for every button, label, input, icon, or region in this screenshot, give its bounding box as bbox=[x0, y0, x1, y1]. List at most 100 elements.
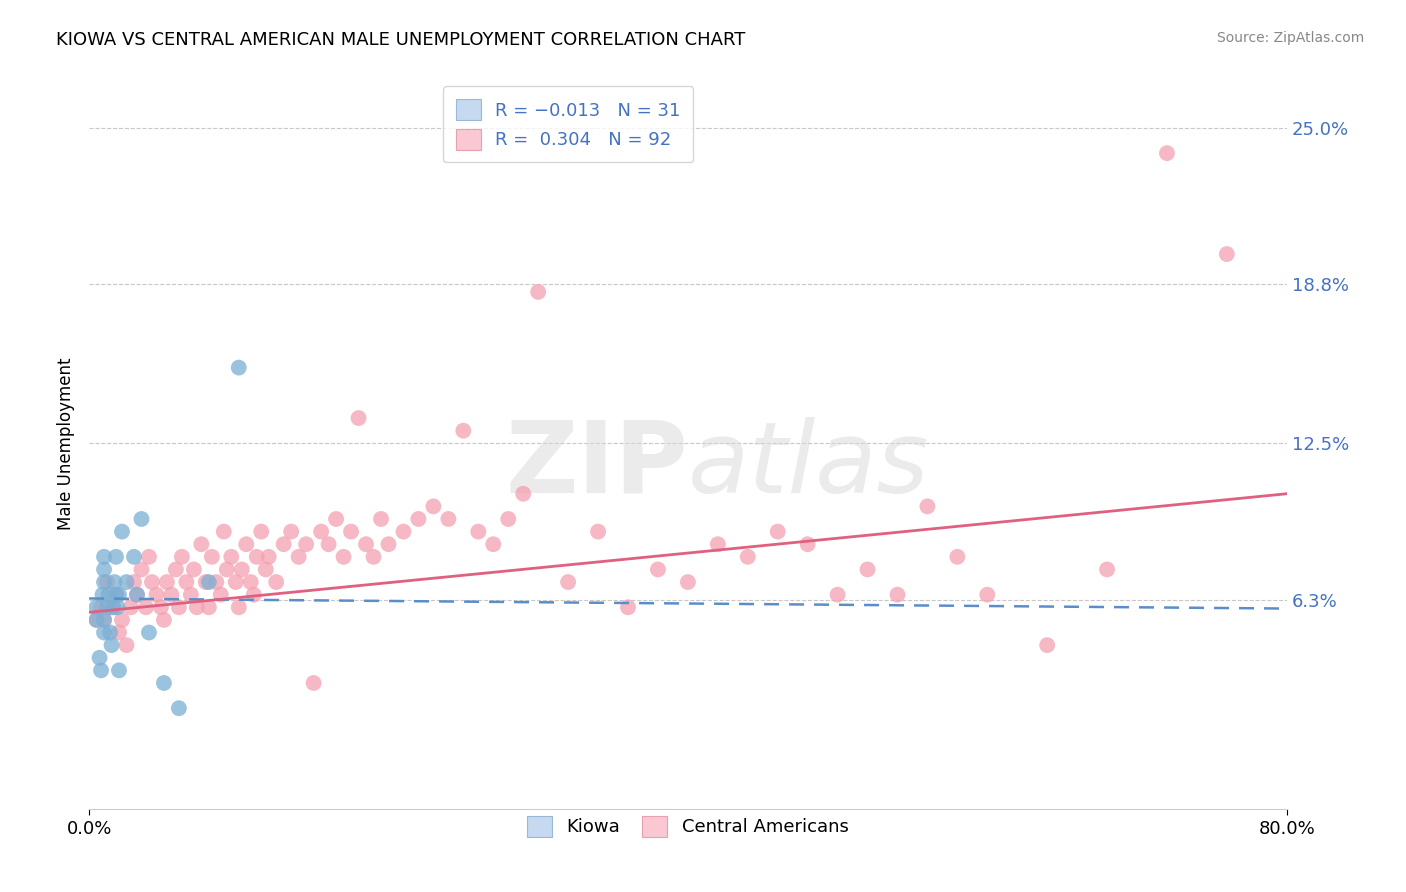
Point bbox=[98, 625, 121, 640]
Point bbox=[125, 588, 148, 602]
Point bbox=[886, 588, 908, 602]
Point bbox=[100, 600, 122, 615]
Point bbox=[198, 575, 221, 590]
Point bbox=[340, 524, 363, 539]
Point bbox=[856, 562, 879, 576]
Point bbox=[131, 512, 153, 526]
Point bbox=[108, 664, 131, 678]
Point bbox=[318, 537, 340, 551]
Point bbox=[354, 537, 377, 551]
Point bbox=[246, 549, 269, 564]
Point bbox=[89, 650, 111, 665]
Text: atlas: atlas bbox=[688, 417, 929, 514]
Point bbox=[453, 424, 475, 438]
Point bbox=[235, 537, 257, 551]
Point bbox=[93, 613, 115, 627]
Point bbox=[91, 588, 114, 602]
Point bbox=[347, 411, 370, 425]
Text: Source: ZipAtlas.com: Source: ZipAtlas.com bbox=[1216, 31, 1364, 45]
Point bbox=[332, 549, 354, 564]
Point bbox=[96, 575, 118, 590]
Point bbox=[512, 487, 534, 501]
Point bbox=[370, 512, 392, 526]
Point bbox=[557, 575, 579, 590]
Point bbox=[105, 588, 128, 602]
Point bbox=[264, 575, 287, 590]
Point bbox=[183, 562, 205, 576]
Point bbox=[1216, 247, 1239, 261]
Point bbox=[156, 575, 179, 590]
Point bbox=[167, 701, 190, 715]
Point bbox=[176, 575, 198, 590]
Point bbox=[647, 562, 669, 576]
Point bbox=[105, 588, 128, 602]
Point bbox=[737, 549, 759, 564]
Point bbox=[107, 600, 129, 615]
Point bbox=[108, 625, 131, 640]
Point bbox=[93, 625, 115, 640]
Point bbox=[86, 613, 108, 627]
Point bbox=[527, 285, 550, 299]
Point bbox=[141, 575, 163, 590]
Point bbox=[205, 575, 228, 590]
Point bbox=[103, 575, 125, 590]
Point bbox=[100, 638, 122, 652]
Point bbox=[707, 537, 730, 551]
Point bbox=[917, 500, 939, 514]
Point bbox=[90, 664, 112, 678]
Point bbox=[363, 549, 385, 564]
Point bbox=[422, 500, 444, 514]
Point bbox=[165, 562, 187, 576]
Point bbox=[190, 537, 212, 551]
Point bbox=[86, 600, 108, 615]
Point bbox=[120, 600, 142, 615]
Point bbox=[198, 600, 221, 615]
Point bbox=[408, 512, 430, 526]
Point bbox=[194, 575, 217, 590]
Point bbox=[273, 537, 295, 551]
Point bbox=[309, 524, 332, 539]
Point bbox=[122, 575, 145, 590]
Point bbox=[250, 524, 273, 539]
Point bbox=[105, 549, 128, 564]
Point bbox=[586, 524, 609, 539]
Point bbox=[827, 588, 849, 602]
Point bbox=[115, 575, 138, 590]
Point bbox=[325, 512, 347, 526]
Point bbox=[295, 537, 318, 551]
Point bbox=[153, 676, 176, 690]
Point bbox=[392, 524, 415, 539]
Point bbox=[257, 549, 280, 564]
Point bbox=[101, 600, 124, 615]
Point bbox=[97, 588, 120, 602]
Point bbox=[302, 676, 325, 690]
Point bbox=[180, 588, 202, 602]
Point bbox=[167, 600, 190, 615]
Point bbox=[93, 562, 115, 576]
Text: ZIP: ZIP bbox=[505, 417, 688, 514]
Point bbox=[93, 549, 115, 564]
Point bbox=[221, 549, 243, 564]
Point bbox=[135, 600, 157, 615]
Point bbox=[125, 588, 148, 602]
Point bbox=[90, 600, 112, 615]
Point bbox=[149, 600, 172, 615]
Point bbox=[209, 588, 232, 602]
Legend: Kiowa, Central Americans: Kiowa, Central Americans bbox=[520, 809, 856, 844]
Point bbox=[482, 537, 505, 551]
Point bbox=[111, 613, 134, 627]
Point bbox=[1095, 562, 1118, 576]
Point bbox=[153, 613, 176, 627]
Point bbox=[138, 625, 160, 640]
Point bbox=[93, 575, 115, 590]
Point bbox=[280, 524, 302, 539]
Point bbox=[170, 549, 193, 564]
Text: KIOWA VS CENTRAL AMERICAN MALE UNEMPLOYMENT CORRELATION CHART: KIOWA VS CENTRAL AMERICAN MALE UNEMPLOYM… bbox=[56, 31, 745, 49]
Point bbox=[115, 638, 138, 652]
Point bbox=[496, 512, 519, 526]
Point bbox=[287, 549, 309, 564]
Point bbox=[239, 575, 262, 590]
Point bbox=[228, 360, 250, 375]
Point bbox=[254, 562, 277, 576]
Point bbox=[242, 588, 264, 602]
